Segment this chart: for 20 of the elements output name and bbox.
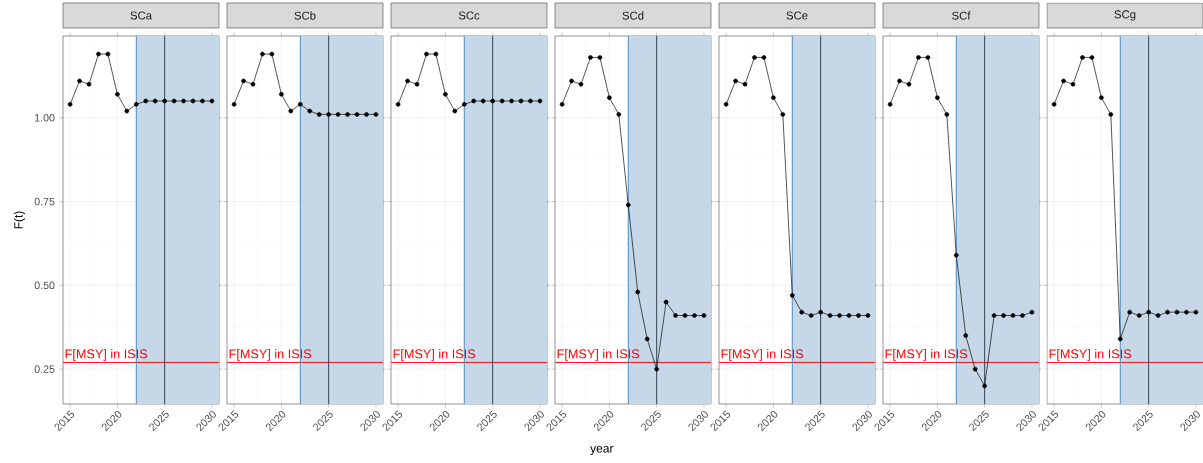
chart-title: SCa xyxy=(130,11,153,20)
chart-title: SCc xyxy=(458,11,480,20)
ref-line-label: F[MSY] in ISIS xyxy=(885,349,968,361)
chart-title: SCe xyxy=(786,11,808,20)
y-axis-title: F(t) xyxy=(13,211,26,229)
chart-title: SCf xyxy=(952,11,971,20)
ref-line-label: F[MSY] in ISIS xyxy=(1049,349,1132,361)
chart-title: SCd xyxy=(622,11,644,20)
ref-line-label: F[MSY] in ISIS xyxy=(721,349,804,361)
y-tick-label: 0.50 xyxy=(34,281,55,290)
ref-line-label: F[MSY] in ISIS xyxy=(65,349,148,361)
y-tick-label: 1.00 xyxy=(35,114,55,122)
chart-title: SCg xyxy=(1114,10,1136,21)
x-axis-title: year xyxy=(590,446,614,455)
ref-line-label: F[MSY] in ISIS xyxy=(393,349,476,361)
y-tick-label: 0.75 xyxy=(34,197,55,206)
y-tick-label: 0.25 xyxy=(34,365,55,373)
chart-title: SCb xyxy=(294,11,316,20)
ref-line-label: F[MSY] in ISIS xyxy=(557,349,640,361)
ref-line-label: F[MSY] in ISIS xyxy=(229,349,312,361)
